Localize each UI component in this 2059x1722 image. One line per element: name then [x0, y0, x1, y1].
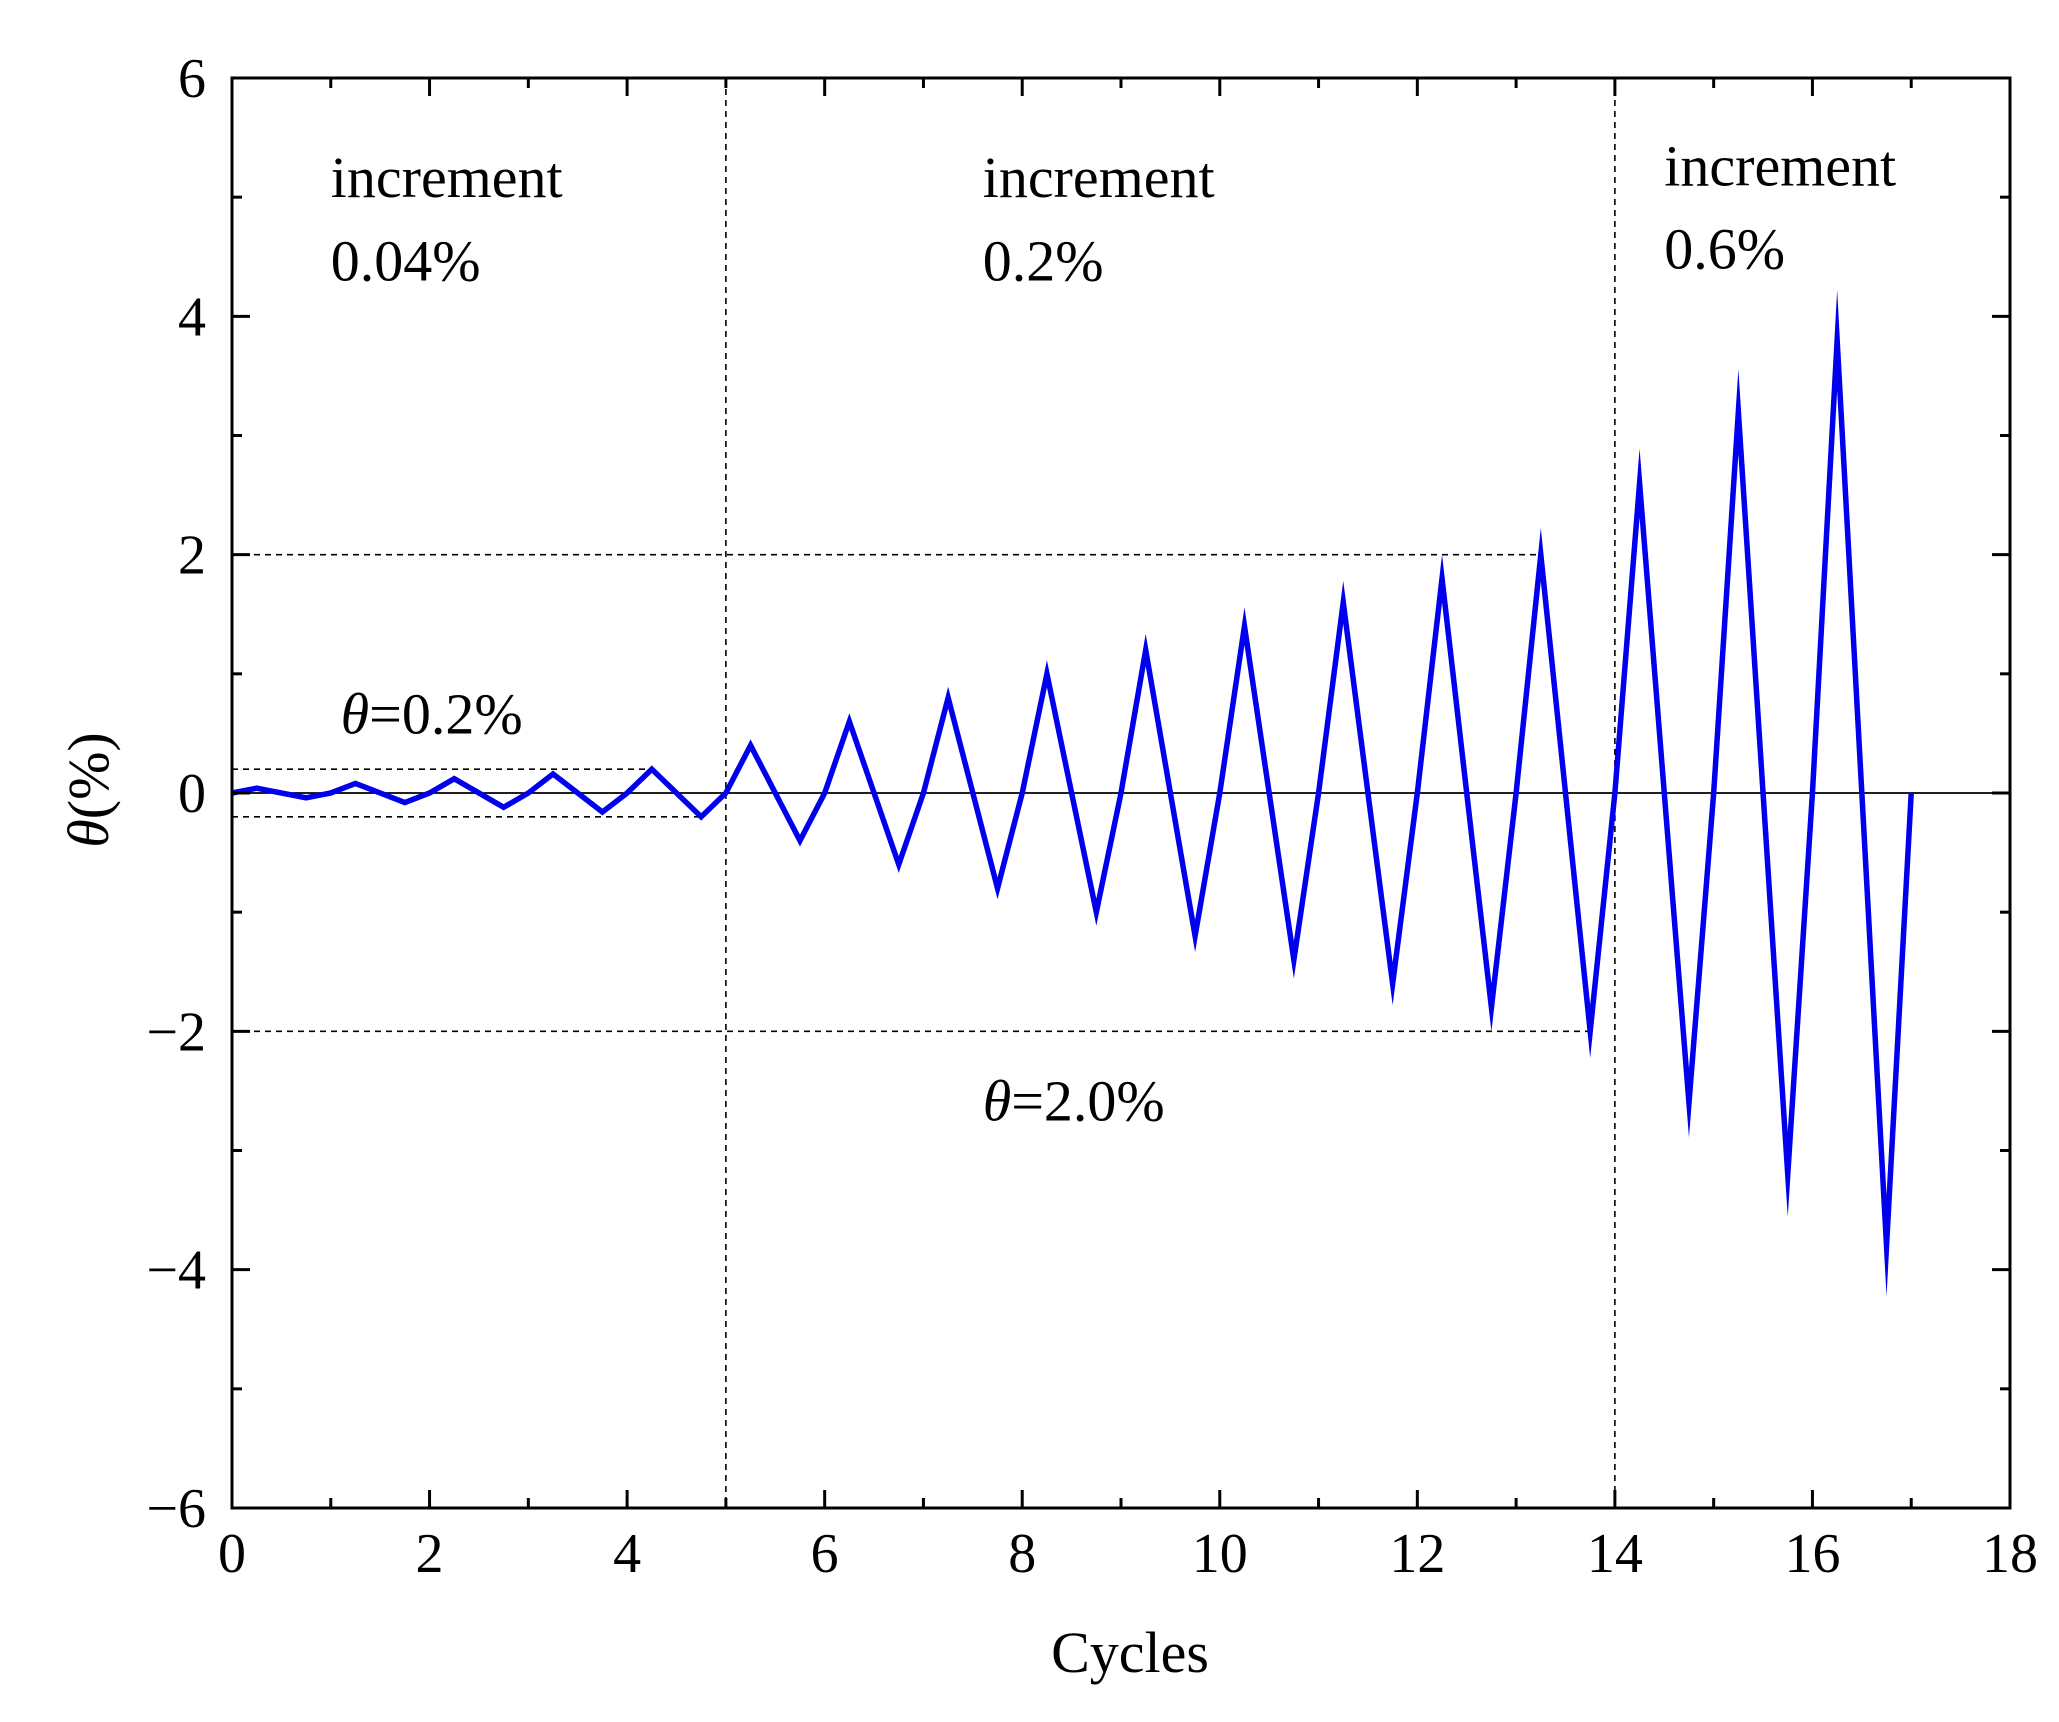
tick-labels-group: 0 2 4 6 8 10 12 14 16 18 −6 −4 −2 0 2 4 6 — [146, 48, 2038, 1585]
annotation-theta02-symbol: θ — [341, 681, 370, 746]
y-tick-label: 4 — [178, 286, 206, 348]
x-tick-label: 8 — [1008, 1523, 1036, 1585]
x-tick-label: 0 — [218, 1523, 246, 1585]
ticks-group — [230, 76, 2012, 1510]
annotation-inc2-value: 0.2% — [983, 229, 1104, 294]
annotation-theta20-value: =2.0% — [1011, 1069, 1165, 1134]
annotation-inc3-label: increment — [1664, 133, 1896, 198]
y-axis-title: θ(%) — [56, 732, 121, 847]
y-tick-label: 6 — [178, 48, 206, 110]
x-tick-label: 18 — [1982, 1523, 2038, 1585]
annotation-inc2-label: increment — [983, 145, 1215, 210]
x-tick-label: 10 — [1192, 1523, 1248, 1585]
annotation-inc1-label: increment — [331, 145, 563, 210]
x-tick-label: 14 — [1587, 1523, 1643, 1585]
x-tick-label: 16 — [1784, 1523, 1840, 1585]
x-tick-label: 2 — [416, 1523, 444, 1585]
annotations-group: increment 0.04% increment 0.2% increment 0.6%… — [331, 133, 1896, 1133]
annotation-theta20-symbol: θ — [983, 1069, 1012, 1134]
x-tick-label: 6 — [811, 1523, 839, 1585]
annotation-theta02-value: =0.2% — [369, 681, 523, 746]
x-tick-label: 4 — [613, 1523, 641, 1585]
y-axis-title-unit: (%) — [56, 732, 121, 819]
annotation-inc3-value: 0.6% — [1664, 217, 1785, 282]
series-group — [231, 289, 1914, 1297]
y-tick-label: −2 — [146, 1001, 206, 1063]
y-tick-label: −4 — [146, 1240, 206, 1302]
annotation-inc1-value: 0.04% — [331, 229, 481, 294]
annotation-theta02: θ=0.2% — [341, 681, 523, 746]
series-line — [231, 289, 1914, 1297]
x-tick-label: 12 — [1389, 1523, 1445, 1585]
x-axis-title: Cycles — [1051, 1620, 1209, 1685]
y-tick-label: 0 — [178, 763, 206, 825]
y-tick-label: 2 — [178, 525, 206, 587]
annotation-theta20: θ=2.0% — [983, 1069, 1165, 1134]
y-tick-label: −6 — [146, 1478, 206, 1540]
y-axis-title-symbol: θ — [56, 819, 121, 848]
